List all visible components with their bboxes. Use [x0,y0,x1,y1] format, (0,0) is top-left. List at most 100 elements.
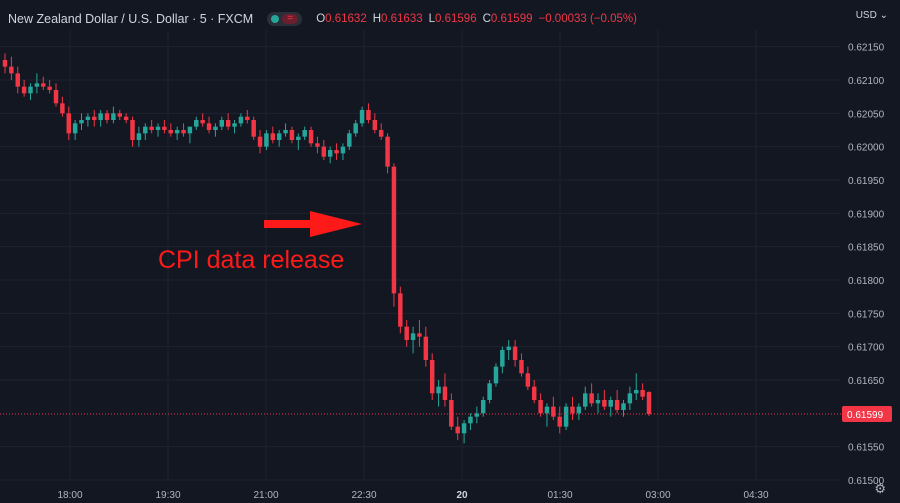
candle-body [213,126,218,130]
candle [385,133,390,174]
candle-body [570,406,575,414]
candle-body [85,116,91,120]
candle-body [468,416,473,424]
candle [200,113,205,127]
candle-body [296,136,301,140]
candle [627,386,633,410]
candle-body [544,406,550,414]
candle [34,73,40,94]
price-tick-label: 0.61550 [848,443,885,454]
candle-body [245,116,250,120]
candle-body [238,116,244,124]
candle-body [194,120,199,127]
market-status-pill[interactable]: = [267,12,303,26]
symbol-title[interactable]: New Zealand Dollar / U.S. Dollar · 5 · F… [8,12,254,26]
candle [461,420,467,444]
candle [270,126,276,144]
chart-header: New Zealand Dollar / U.S. Dollar · 5 · F… [8,10,637,28]
price-tick-label: 0.61750 [848,309,885,320]
candle-body [66,113,71,134]
ohlc-high: H0.61633 [372,13,423,25]
candle-body [372,120,378,130]
price-axis[interactable]: 0.62150 0.62100 0.62050 0.62000 0.61950 0.619… [848,43,885,487]
candle [398,286,403,334]
candle-body [130,120,135,140]
candle-body [423,336,429,360]
time-tick-label: 04:30 [743,490,768,501]
candle-body [92,116,97,120]
candle-body [640,390,645,397]
candle-body [512,346,518,360]
candle [315,136,320,154]
candle [168,123,174,137]
candle [474,406,480,424]
candle-body [589,393,594,404]
candle-body [519,360,524,374]
candle-body [28,86,33,94]
candle-body [474,413,480,417]
candle [519,353,524,377]
time-tick-label: 18:00 [57,490,82,501]
time-tick-label: 01:30 [547,490,572,501]
price-tick-label: 0.61950 [848,176,885,187]
candle [372,113,378,134]
candle [525,366,531,390]
candle [359,106,365,127]
candle-body [219,120,225,127]
candle-body [264,133,269,147]
candle-body [308,130,314,144]
time-axis[interactable]: 18:00 19:30 21:00 22:30 20 01:30 03:00 04:30 [57,490,768,501]
candle [60,96,65,117]
candle [104,110,110,124]
candle [570,396,575,420]
candle [28,83,33,100]
candle [238,113,244,127]
candle [79,113,84,130]
candle-body [270,133,276,140]
candle-body [136,133,142,140]
candle [621,400,626,417]
candle-body [557,416,562,427]
candle-body [347,133,352,147]
candle [512,340,518,367]
last-price-value: 0.61599 [847,410,884,421]
candle-body [334,150,339,154]
time-tick-label: 22:30 [351,490,376,501]
candle-body [283,130,288,134]
candle-body [359,110,365,124]
candle-body [200,120,205,124]
candlestick-series [2,53,652,444]
candle [321,140,327,160]
candle-body [34,83,40,87]
ohlc-close: C0.61599 [482,13,533,25]
candle [181,123,186,137]
candle-body [321,146,327,157]
candle [149,120,154,134]
candle-body [225,120,231,127]
price-tick-label: 0.61500 [848,476,885,487]
price-tick-label: 0.61800 [848,276,885,287]
candle-body [487,383,492,400]
currency-selector[interactable]: USD ⌄ [856,10,888,21]
candle-body [98,113,103,120]
candle [143,123,148,140]
candle [455,416,460,440]
time-tick-label: 03:00 [645,490,670,501]
candle-body [232,123,237,127]
candle [544,403,550,427]
gear-icon[interactable]: ⚙ [874,481,886,496]
candle [608,396,613,417]
candle [194,116,199,130]
candle [487,380,492,404]
candle-body [563,406,569,427]
candle [538,393,543,417]
pill-right-icon: = [282,14,299,24]
candle-body [621,403,626,410]
candle-body [608,400,613,407]
candle [347,130,352,150]
candle-body [436,386,441,394]
candle [493,363,499,387]
candle [404,320,409,347]
candle [162,120,167,134]
